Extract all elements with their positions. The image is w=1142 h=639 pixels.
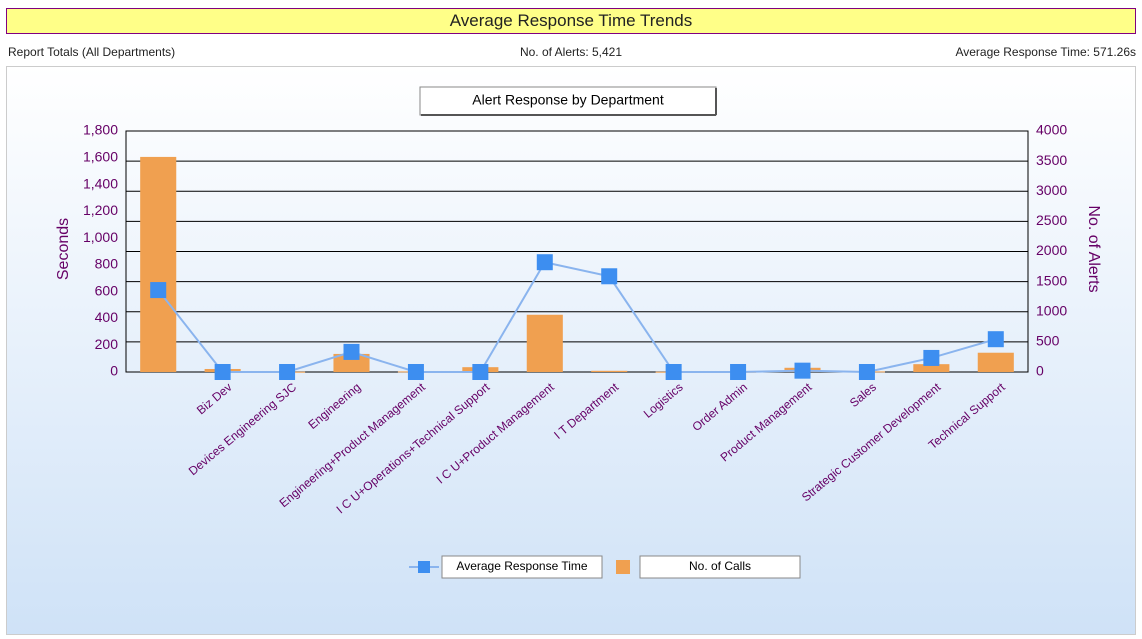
bar xyxy=(333,353,370,372)
line xyxy=(157,261,997,374)
y2-tick-label: 500 xyxy=(1036,333,1060,349)
line-marker xyxy=(407,364,424,380)
chart: Alert Response by Department Seconds No.… xyxy=(6,66,1136,635)
line-marker xyxy=(601,268,618,285)
chart-title: Alert Response by Department xyxy=(472,92,664,108)
y-tick-label: 1,000 xyxy=(83,229,118,245)
y-tick-label: 400 xyxy=(95,309,119,325)
y2-tick-label: 3000 xyxy=(1036,182,1067,198)
y2-tick-label: 2000 xyxy=(1036,242,1067,258)
y2-tick-label: 1000 xyxy=(1036,302,1067,318)
legend-box xyxy=(441,555,603,579)
y2-tick-label: 3500 xyxy=(1036,152,1067,168)
legend-marker xyxy=(418,561,430,573)
alert-count: No. of Alerts: 5,421 xyxy=(519,45,623,59)
line-marker xyxy=(987,331,1004,348)
legend-swatch xyxy=(616,560,630,574)
line-marker xyxy=(665,364,682,380)
legend-box xyxy=(639,555,801,579)
y-tick-label: 200 xyxy=(95,336,119,352)
y-tick-label: 0 xyxy=(110,363,118,379)
plot-border xyxy=(125,130,1029,373)
y-tick-label: 1,800 xyxy=(83,122,118,138)
y-tick-label: 1,600 xyxy=(83,148,118,164)
line-marker xyxy=(279,364,296,380)
line-marker xyxy=(343,343,360,360)
bar xyxy=(140,156,177,372)
y2-tick-label: 0 xyxy=(1036,363,1044,379)
avg-response: Average Response Time: 571.26s xyxy=(955,45,1136,59)
bar xyxy=(591,370,628,372)
y2-axis-title: No. of Alerts xyxy=(1085,205,1102,292)
bar xyxy=(526,314,563,372)
line-marker xyxy=(794,362,811,379)
legend-label: Average Response Time xyxy=(456,559,588,573)
y2-tick-label: 2500 xyxy=(1036,212,1067,228)
y-tick-label: 1,200 xyxy=(83,202,118,218)
y2-tick-label: 4000 xyxy=(1036,122,1067,138)
line-marker xyxy=(214,364,231,380)
line-marker xyxy=(858,364,875,380)
bar xyxy=(913,364,950,372)
report-scope: Report Totals (All Departments) xyxy=(8,45,176,59)
y-tick-label: 600 xyxy=(95,282,119,298)
y-tick-label: 800 xyxy=(95,256,119,272)
line-marker xyxy=(730,364,747,380)
line-marker xyxy=(536,254,553,271)
y2-tick-label: 1500 xyxy=(1036,272,1067,288)
report-title: Average Response Time Trends xyxy=(6,8,1136,34)
y-axis-title: Seconds xyxy=(55,218,72,280)
legend-label: No. of Calls xyxy=(689,559,751,573)
line-marker xyxy=(472,364,489,380)
y-tick-label: 1,400 xyxy=(83,175,118,191)
line-marker xyxy=(923,349,940,366)
line-marker xyxy=(150,282,167,299)
bar xyxy=(977,352,1014,372)
